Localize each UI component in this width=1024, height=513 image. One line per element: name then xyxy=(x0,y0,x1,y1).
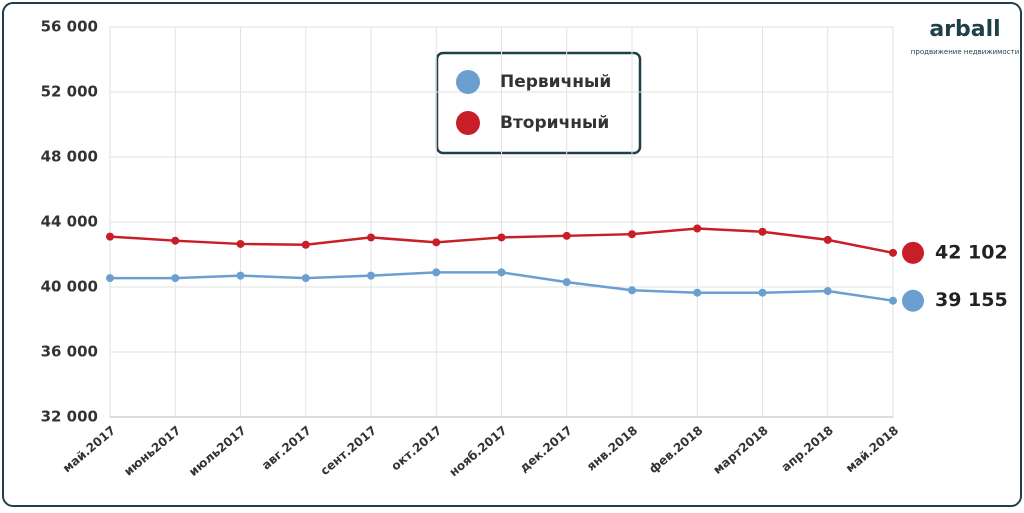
data-point xyxy=(301,240,310,249)
data-point xyxy=(628,286,636,295)
data-point xyxy=(171,236,180,245)
data-point xyxy=(301,274,310,283)
legend-marker xyxy=(456,70,480,94)
y-tick-label: 56 000 xyxy=(41,18,98,36)
data-point xyxy=(171,274,180,283)
data-point xyxy=(823,287,832,296)
data-point xyxy=(432,238,441,247)
data-point xyxy=(106,274,114,283)
data-point xyxy=(889,248,897,257)
legend-label: Первичный xyxy=(500,72,611,92)
data-point xyxy=(432,268,441,277)
data-point xyxy=(106,232,114,241)
data-point xyxy=(693,288,702,297)
y-tick-label: 52 000 xyxy=(41,83,98,101)
y-tick-label: 36 000 xyxy=(41,343,98,361)
value-label: 42 102 xyxy=(935,241,1008,263)
data-point xyxy=(367,233,375,242)
value-label: 39 155 xyxy=(935,289,1008,311)
data-point xyxy=(823,235,832,244)
y-tick-label: 32 000 xyxy=(41,408,98,426)
data-point xyxy=(497,233,506,242)
data-point xyxy=(562,278,571,287)
data-point xyxy=(562,231,571,240)
logo-tagline: продвижение недвижимости xyxy=(911,48,1019,56)
y-tick-label: 40 000 xyxy=(41,278,98,296)
data-point xyxy=(628,230,636,239)
data-point xyxy=(758,288,767,297)
data-point xyxy=(693,224,702,233)
data-point xyxy=(367,271,375,280)
legend-marker xyxy=(456,111,480,135)
data-point xyxy=(497,268,506,277)
legend-box xyxy=(435,51,642,155)
logo-name: arball xyxy=(929,17,1000,42)
data-point xyxy=(236,239,245,248)
end-marker xyxy=(902,289,924,312)
y-tick-label: 48 000 xyxy=(41,148,98,166)
data-point xyxy=(236,271,245,280)
legend-label: Вторичный xyxy=(500,113,609,133)
end-marker xyxy=(902,241,924,264)
y-tick-label: 44 000 xyxy=(41,213,98,231)
data-point xyxy=(889,296,897,305)
data-point xyxy=(758,227,767,236)
